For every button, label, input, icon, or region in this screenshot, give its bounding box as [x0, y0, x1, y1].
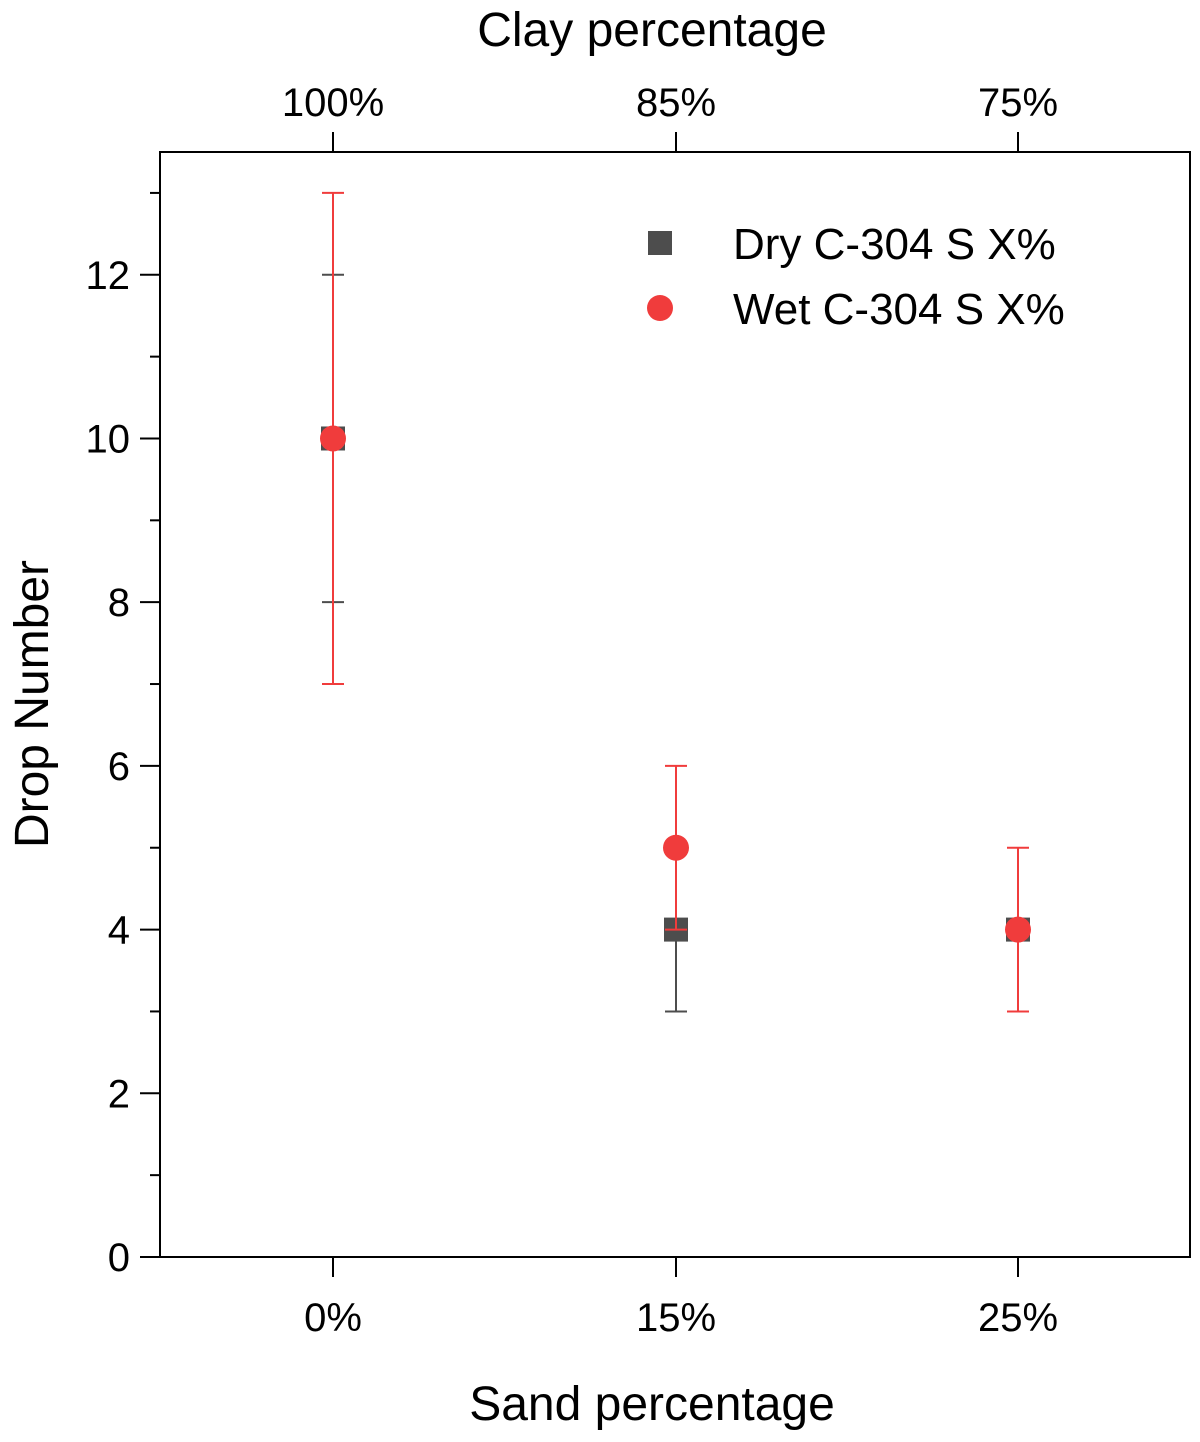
- x2-tick-label: 100%: [282, 81, 384, 125]
- y-tick-label: 8: [108, 581, 130, 625]
- legend-marker-square: [648, 231, 672, 255]
- data-point: [663, 834, 689, 861]
- x2-axis-title: Clay percentage: [477, 4, 827, 57]
- x2-tick-label: 85%: [636, 81, 716, 125]
- data-point: [1005, 916, 1031, 943]
- y-tick-label: 6: [108, 745, 130, 789]
- series-wet: [320, 191, 1031, 1013]
- legend: Dry C-304 S X% Wet C-304 S X%: [647, 220, 1065, 334]
- x-tick-label: 15%: [636, 1296, 716, 1340]
- y-tick-label: 2: [108, 1072, 130, 1116]
- y-tick-label: 0: [108, 1236, 130, 1280]
- x-axis-title: Sand percentage: [469, 1378, 835, 1431]
- data-point: [320, 425, 346, 452]
- legend-marker-circle: [647, 295, 673, 321]
- y-axis-title: Drop Number: [6, 560, 59, 848]
- legend-label: Dry C-304 S X%: [733, 220, 1056, 269]
- x2-tick-label: 75%: [978, 81, 1058, 125]
- x-tick-label: 0%: [304, 1296, 362, 1340]
- legend-label: Wet C-304 S X%: [733, 285, 1065, 334]
- y-tick-label: 12: [86, 254, 131, 298]
- y-tick-label: 4: [108, 909, 130, 953]
- y-tick-label: 10: [86, 417, 131, 461]
- axes-layer: 0 2 4 6 8 10 12 0% 15% 25% 100% 85% 75%: [86, 81, 1059, 1340]
- x-tick-label: 25%: [978, 1296, 1058, 1340]
- series-layer: [320, 191, 1031, 1013]
